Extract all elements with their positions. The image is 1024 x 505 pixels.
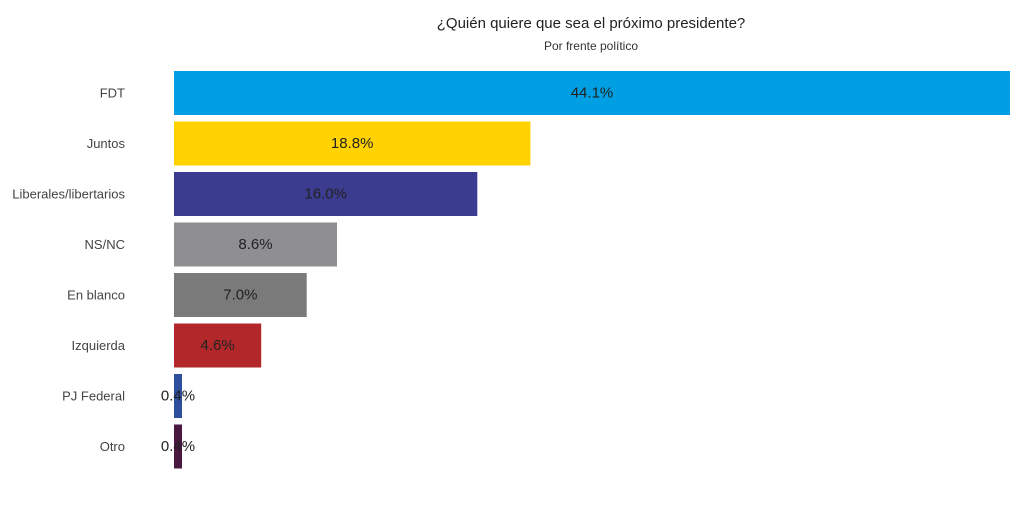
value-label: 16.0% (304, 186, 347, 203)
bar-7 (174, 424, 182, 469)
category-label: Izquierda (72, 338, 126, 353)
bar-2 (174, 172, 478, 216)
category-label: FDT (100, 86, 125, 101)
category-label: En blanco (67, 288, 125, 303)
category-label: Liberales/libertarios (12, 187, 125, 202)
bar-1 (174, 121, 531, 166)
bar-3 (174, 222, 338, 267)
bar-6 (174, 374, 182, 418)
category-label: Juntos (87, 136, 126, 151)
value-label: 0.4% (161, 438, 195, 455)
value-label: 7.0% (223, 287, 257, 304)
bar-4 (174, 273, 307, 317)
category-label: PJ Federal (62, 389, 125, 404)
chart-subtitle: Por frente político (543, 39, 639, 53)
value-label: 18.8% (331, 135, 374, 152)
bar-0 (174, 71, 1010, 115)
value-label: 8.6% (238, 236, 272, 253)
category-label: Otro (100, 439, 125, 454)
bar-5 (174, 323, 262, 368)
chart-title: ¿Quién quiere que sea el próximo preside… (436, 15, 746, 32)
category-label: NS/NC (85, 237, 125, 252)
value-label: 4.6% (200, 337, 234, 354)
value-label: 0.4% (161, 388, 195, 405)
value-label: 44.1% (571, 85, 614, 102)
